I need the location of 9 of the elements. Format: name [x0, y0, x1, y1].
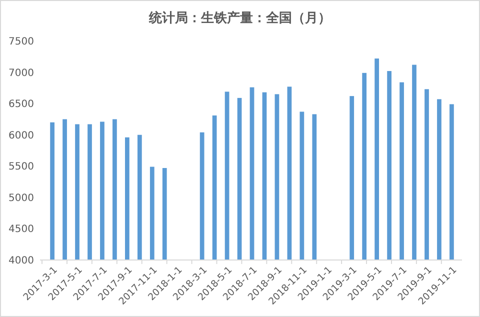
y-tick-label: 5500 [8, 162, 34, 173]
y-tick-label: 6500 [8, 99, 34, 110]
y-tick-label: 7500 [8, 36, 34, 48]
chart-title: 统计局：生铁产量：全国（月） [148, 10, 331, 26]
y-tick-label: 4000 [8, 256, 34, 266]
y-tick-label: 5000 [8, 192, 34, 204]
y-tick-label: 7000 [8, 68, 34, 79]
y-tick-label: 4500 [8, 224, 34, 236]
y-tick-label: 6000 [8, 130, 34, 142]
